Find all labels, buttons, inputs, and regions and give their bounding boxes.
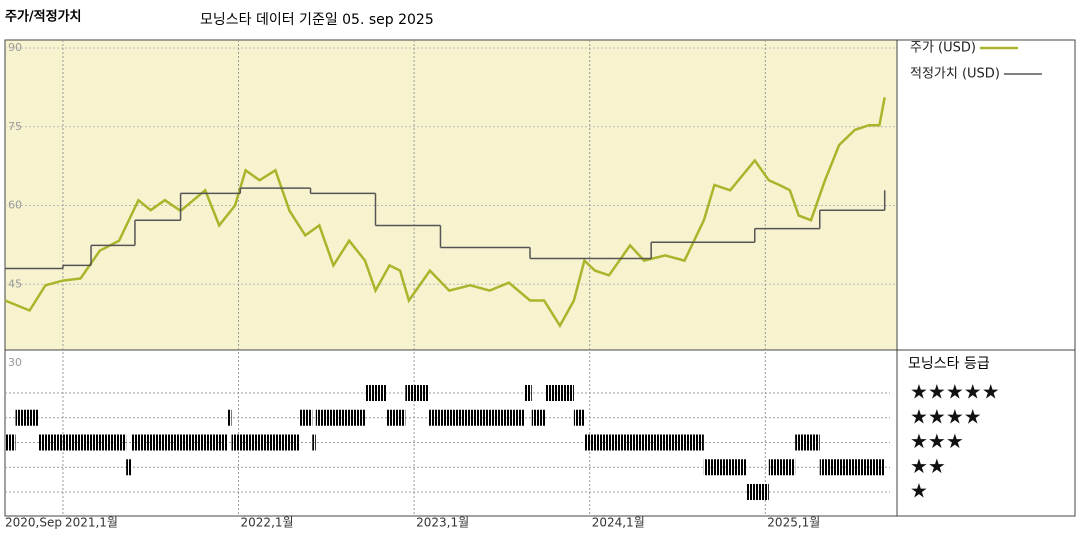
rating-bar	[795, 434, 820, 451]
rating-bar	[364, 385, 387, 401]
rating-bar	[584, 434, 704, 451]
rating-bar	[5, 434, 16, 451]
rating-level-label: ★★★	[910, 429, 964, 453]
legend-label: 주가 (USD)	[910, 41, 976, 56]
x-tick-label: 2025,1월	[767, 516, 820, 530]
frame	[4, 39, 1076, 517]
rating-bar	[703, 459, 746, 476]
rating-bar	[126, 459, 132, 476]
chart-subtitle: 모닝스타 데이터 기준일 05. sep 2025	[200, 12, 434, 28]
rating-bar	[312, 434, 316, 451]
rating-bar	[15, 409, 39, 426]
x-tick-label: 2021,1월	[65, 516, 118, 530]
price-panel	[5, 40, 897, 350]
rating-bar	[38, 434, 127, 451]
rating-bar	[768, 459, 796, 476]
rating-bar	[231, 434, 300, 451]
rating-level-label: ★★	[910, 454, 946, 478]
y-tick-label: 30	[8, 356, 22, 369]
rating-bar	[228, 409, 232, 426]
rating-bar	[299, 409, 313, 426]
rating-bar	[315, 409, 365, 426]
x-tick-label: 2022,1월	[241, 516, 294, 530]
rating-level-label: ★★★★	[910, 404, 982, 428]
x-tick-label: 2020,Sep	[5, 516, 62, 530]
rating-level-label: ★★★★★	[910, 380, 1000, 404]
rating-bar	[819, 459, 885, 476]
rating-bar	[545, 385, 574, 401]
rating-bar	[405, 385, 429, 401]
rating-bar	[531, 409, 546, 426]
price-line	[4, 97, 886, 329]
ratings-title: 모닝스타 등급	[908, 356, 990, 372]
rating-bar	[524, 385, 532, 401]
rating-bar	[745, 484, 769, 500]
rating-bar	[386, 409, 406, 426]
rating-level-label: ★	[910, 479, 928, 503]
rating-bar	[428, 409, 525, 426]
rating-bar	[573, 409, 585, 426]
chart-title: 주가/적정가치	[5, 9, 82, 25]
x-tick-label: 2024,1월	[592, 516, 645, 530]
x-tick-label: 2023,1월	[416, 516, 469, 530]
legend-label: 적정가치 (USD)	[910, 67, 1000, 82]
rating-bar	[131, 434, 228, 451]
